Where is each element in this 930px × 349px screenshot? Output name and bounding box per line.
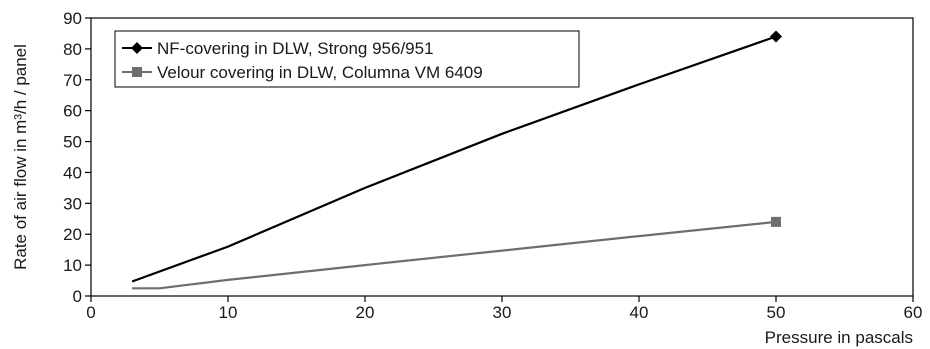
y-tick-label-6: 60: [63, 102, 82, 121]
y-tick-label-0: 0: [73, 287, 82, 306]
legend-label-0: NF-covering in DLW, Strong 956/951: [157, 39, 434, 58]
x-tick-label-5: 50: [767, 303, 786, 322]
x-tick-label-2: 20: [356, 303, 375, 322]
y-tick-label-7: 70: [63, 71, 82, 90]
legend-label-1: Velour covering in DLW, Columna VM 6409: [157, 63, 483, 82]
y-tick-label-4: 40: [63, 163, 82, 182]
y-tick-label-3: 30: [63, 194, 82, 213]
y-tick-label-9: 90: [63, 9, 82, 28]
y-tick-label-8: 80: [63, 40, 82, 59]
y-tick-label-2: 20: [63, 225, 82, 244]
legend: NF-covering in DLW, Strong 956/951 Velou…: [115, 31, 579, 87]
x-tick-label-3: 30: [493, 303, 512, 322]
legend-marker-square: [132, 67, 142, 77]
series-marker-1: [771, 217, 781, 227]
x-tick-label-1: 10: [219, 303, 238, 322]
series-marker-0: [770, 31, 782, 43]
x-tick-label-0: 0: [86, 303, 95, 322]
x-axis-title: Pressure in pascals: [765, 328, 913, 347]
series-line-1: [132, 222, 776, 288]
y-tick-label-1: 10: [63, 256, 82, 275]
y-tick-label-5: 50: [63, 133, 82, 152]
x-tick-label-4: 40: [630, 303, 649, 322]
x-tick-label-6: 60: [904, 303, 923, 322]
y-axis-title: Rate of air flow in m³/h / panel: [11, 44, 30, 270]
